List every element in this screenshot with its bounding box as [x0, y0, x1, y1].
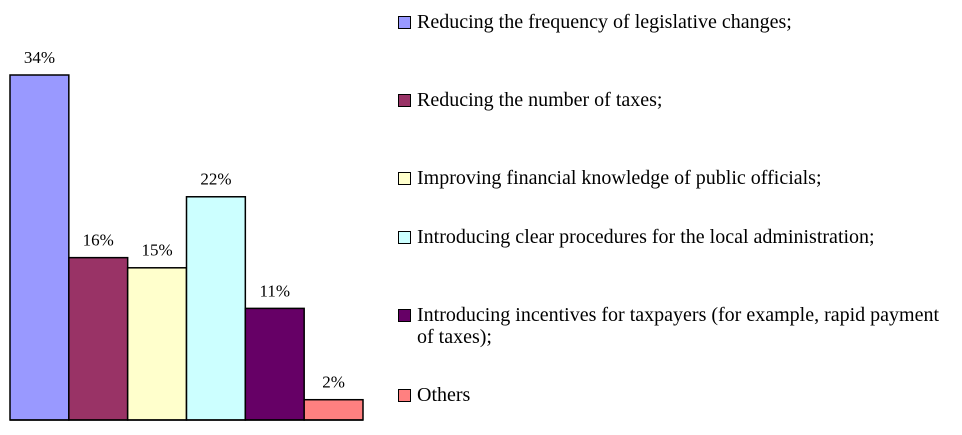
legend-swatch [398, 389, 411, 402]
data-label: 2% [322, 373, 345, 392]
data-label: 22% [200, 170, 231, 189]
data-label: 34% [24, 48, 55, 67]
bar [244, 307, 305, 421]
legend-swatch [398, 172, 411, 185]
legend-swatch [398, 16, 411, 29]
legend-item: Introducing clear procedures for the loc… [398, 226, 943, 248]
legend-item: Introducing incentives for taxpayers (fo… [398, 304, 943, 348]
legend-label: Others [417, 384, 471, 406]
legend-label: Introducing clear procedures for the loc… [417, 226, 875, 248]
legend-item: Others [398, 384, 943, 406]
legend-label: Introducing incentives for taxpayers (fo… [417, 304, 940, 348]
bar [9, 74, 70, 421]
legend-item: Reducing the number of taxes; [398, 89, 943, 111]
legend-label: Reducing the number of taxes; [417, 89, 663, 111]
legend-item: Improving financial knowledge of public … [398, 167, 943, 189]
legend-swatch [398, 231, 411, 244]
bar [185, 196, 247, 421]
chart: 34% 16% 15% 22% 11% 2% [9, 48, 364, 421]
data-label: 15% [141, 241, 172, 260]
bar [126, 267, 188, 421]
bar [303, 398, 364, 421]
legend-label: Reducing the frequency of legislative ch… [417, 11, 792, 33]
legend-label: Improving financial knowledge of public … [417, 167, 822, 189]
data-label: 11% [259, 281, 290, 300]
legend-swatch [398, 309, 411, 322]
data-label: 16% [83, 231, 114, 250]
legend-item: Reducing the frequency of legislative ch… [398, 11, 943, 33]
bar [68, 256, 129, 421]
legend-swatch [398, 94, 411, 107]
